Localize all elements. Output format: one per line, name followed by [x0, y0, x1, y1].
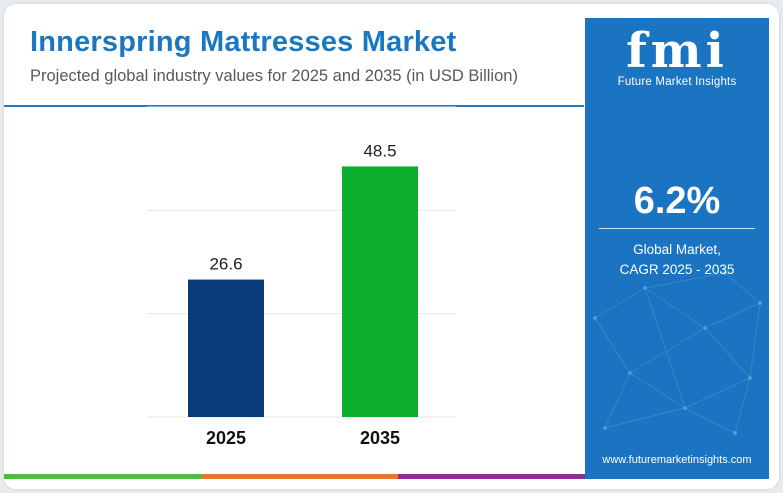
cagr-label-line1: Global Market, [633, 242, 721, 257]
header-divider [4, 105, 584, 107]
data-label-2035: 48.5 [363, 141, 396, 160]
x-tick-label-2035: 2035 [360, 428, 400, 448]
brand-name: Future Market Insights [617, 76, 737, 88]
fmi-logo: fmi Future Market Insights [585, 26, 769, 88]
page-title: Innerspring Mattresses Market [30, 26, 457, 58]
bottom-bar-orange [202, 474, 398, 479]
cagr-label: Global Market, CAGR 2025 - 2035 [585, 240, 769, 280]
bottom-bar-purple [398, 474, 585, 479]
sidebar-panel: fmi Future Market Insights 6.2% Global M… [585, 18, 769, 479]
bar-2035 [342, 166, 418, 417]
website-url: www.futuremarketinsights.com [602, 454, 752, 466]
network-pattern [592, 270, 763, 436]
panel-divider [599, 228, 755, 229]
cagr-value: 6.2% [633, 180, 721, 222]
bottom-color-bar [4, 474, 585, 479]
bar-2025 [188, 279, 264, 417]
logo-mark: fmi [626, 23, 728, 79]
bottom-bar-green [4, 474, 202, 479]
bar-chart: 26.6 2025 48.5 2035 [147, 106, 456, 448]
x-tick-label-2025: 2025 [206, 428, 246, 448]
data-label-2025: 26.6 [209, 255, 242, 274]
cagr-label-line2: CAGR 2025 - 2035 [619, 262, 735, 277]
infographic-card: Innerspring Mattresses Market Projected … [4, 4, 779, 489]
page-subtitle: Projected global industry values for 202… [30, 67, 518, 85]
